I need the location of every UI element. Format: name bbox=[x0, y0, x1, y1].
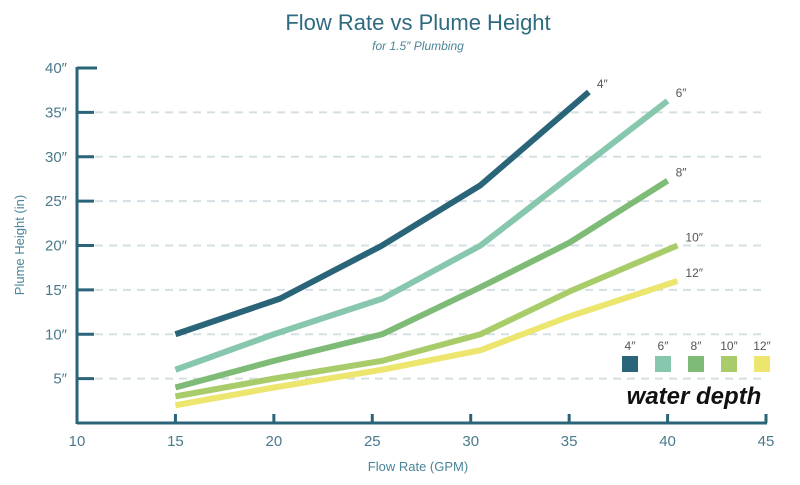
legend-label: 4″ bbox=[625, 339, 637, 353]
legend-swatch bbox=[655, 356, 671, 372]
legend-label: 8″ bbox=[691, 339, 703, 353]
series-end-label: 10″ bbox=[685, 231, 703, 245]
legend-label: 12″ bbox=[753, 339, 771, 353]
x-tick-label: 20 bbox=[266, 433, 283, 450]
series-line bbox=[174, 242, 679, 400]
y-axis-label: Plume Height (in) bbox=[12, 195, 27, 295]
x-tick-label: 40 bbox=[659, 433, 676, 450]
y-tick-label: 5″ bbox=[53, 371, 67, 388]
x-tick-label: 10 bbox=[69, 433, 86, 450]
x-tick-label: 30 bbox=[462, 433, 479, 450]
series-line bbox=[174, 89, 591, 338]
series-end-label: 4″ bbox=[597, 77, 609, 91]
chart-subtitle: for 1.5″ Plumbing bbox=[372, 39, 464, 53]
legend-title: water depth bbox=[627, 383, 762, 410]
series-line bbox=[174, 98, 670, 373]
series-line bbox=[174, 278, 679, 409]
x-tick-label: 35 bbox=[561, 433, 578, 450]
legend-label: 10″ bbox=[720, 339, 738, 353]
series-end-label: 6″ bbox=[676, 86, 688, 100]
legend-swatch bbox=[688, 356, 704, 372]
y-tick-label: 40″ bbox=[45, 60, 68, 77]
legend-label: 6″ bbox=[658, 339, 670, 353]
legend-swatch bbox=[754, 356, 770, 372]
y-tick-label: 20″ bbox=[45, 238, 68, 255]
y-tick-label: 15″ bbox=[45, 282, 68, 299]
chart-title: Flow Rate vs Plume Height bbox=[285, 10, 550, 35]
x-tick-label: 45 bbox=[758, 433, 775, 450]
x-tick-label: 25 bbox=[364, 433, 381, 450]
series-end-label: 12″ bbox=[685, 266, 703, 280]
x-axis-label: Flow Rate (GPM) bbox=[368, 459, 468, 474]
x-tick-label: 15 bbox=[167, 433, 184, 450]
y-tick-label: 30″ bbox=[45, 149, 68, 166]
legend-swatch bbox=[721, 356, 737, 372]
series-end-label: 8″ bbox=[676, 166, 688, 180]
y-tick-label: 10″ bbox=[45, 326, 68, 343]
series-line bbox=[174, 178, 670, 391]
y-tick-label: 25″ bbox=[45, 193, 68, 210]
y-tick-label: 35″ bbox=[45, 104, 68, 121]
legend-swatch bbox=[622, 356, 638, 372]
